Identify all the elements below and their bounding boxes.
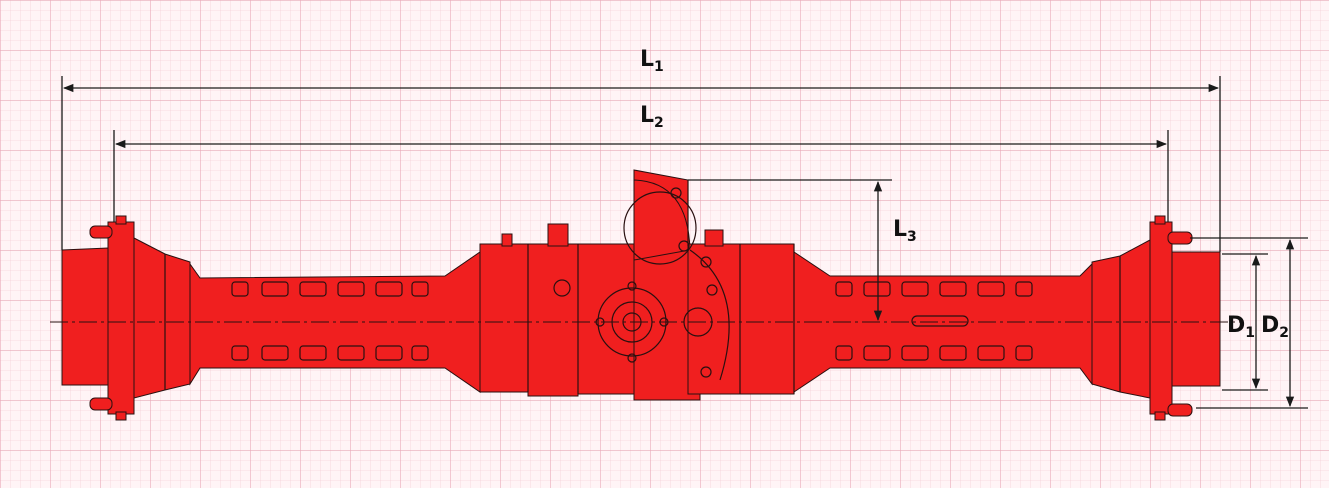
dimension-lines bbox=[61, 76, 1308, 409]
right-flange bbox=[1149, 221, 1173, 415]
center-housing-mid-left bbox=[527, 243, 579, 397]
center-housing-left bbox=[479, 243, 529, 393]
right-flange-bolts bbox=[1154, 215, 1193, 421]
label-l1: L1 bbox=[640, 47, 664, 75]
left-taper bbox=[133, 237, 191, 399]
label-d1: D1 bbox=[1227, 313, 1255, 341]
housing-stud-a bbox=[501, 233, 513, 247]
left-hub bbox=[61, 247, 109, 386]
label-d2: D2 bbox=[1261, 313, 1289, 341]
dimension-labels: L1 L2 L3 D1 D2 bbox=[640, 47, 1289, 341]
left-flange bbox=[107, 221, 135, 415]
center-housing-body bbox=[577, 243, 639, 395]
label-l2: L2 bbox=[640, 103, 664, 131]
center-housing-far-right bbox=[739, 243, 795, 395]
housing-stud-c bbox=[704, 229, 724, 247]
right-hub bbox=[1171, 251, 1221, 387]
left-flange-bolts bbox=[89, 215, 127, 421]
right-taper bbox=[1091, 239, 1151, 399]
center-housing-right bbox=[687, 243, 741, 395]
housing-stud-b bbox=[547, 223, 569, 247]
label-l3: L3 bbox=[893, 217, 917, 245]
